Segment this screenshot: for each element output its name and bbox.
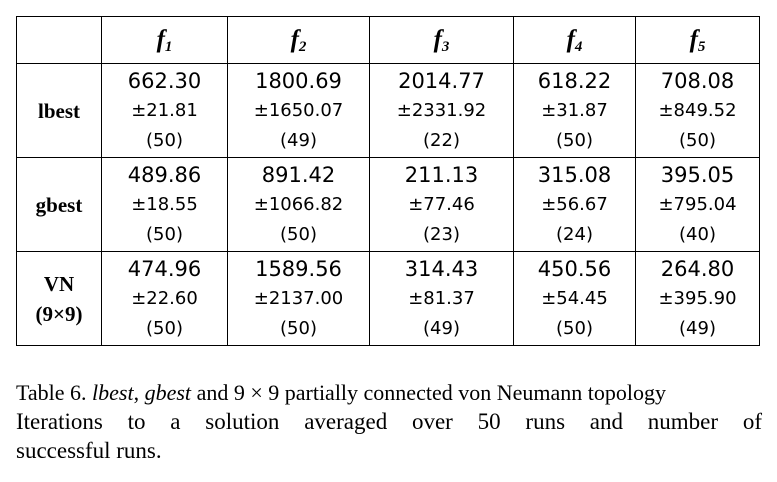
success-count: (40) [679,223,716,245]
success-count: (50) [146,317,183,339]
table-cell: 474.96 ±22.60 (50) [101,251,228,346]
table-row-vn: VN (9×9) 474.96 ±22.60 (50) 1589.56 ±2137.0… [16,251,760,346]
table-cell: 1800.69 ±1650.07 (49) [227,63,370,158]
table-cell: 1589.56 ±2137.00 (50) [227,251,370,346]
success-count: (49) [423,317,460,339]
column-header-f4: f4 [513,16,636,64]
caption-line-3: successful runs. [16,438,162,463]
std-dev-value: ±18.55 [131,193,198,215]
table-row-gbest: gbest 489.86 ±18.55 (50) 891.42 ±1066.82 (50… [16,157,760,252]
std-dev-value: ±54.45 [541,287,608,309]
table-row-lbest: lbest 662.30 ±21.81 (50) 1800.69 ±1650.07 (4… [16,63,760,158]
column-header-base: f [290,26,299,53]
row-label-line1: gbest [35,192,83,217]
mean-value: 450.56 [537,256,612,281]
mean-value: 264.80 [660,256,735,281]
std-dev-value: ±795.04 [658,193,737,215]
column-header-base: f [433,26,442,53]
table-cell: 395.05 ±795.04 (40) [635,157,760,252]
column-header-subscript: 1 [164,39,173,55]
table-corner-cell [16,16,102,64]
mean-value: 891.42 [261,162,336,187]
mean-value: 2014.77 [398,68,485,93]
success-count: (49) [679,317,716,339]
std-dev-value: ±81.37 [408,287,475,309]
row-label-line1: VN [43,271,75,296]
column-header-subscript: 5 [697,39,706,55]
table-cell: 314.43 ±81.37 (49) [369,251,514,346]
std-dev-value: ±31.87 [541,99,608,121]
column-header-base: f [156,26,165,53]
caption-line-1: Table 6. lbest, gbest and 9 × 9 partiall… [16,378,762,407]
table-cell: 315.08 ±56.67 (24) [513,157,636,252]
caption-lbest: lbest [92,380,134,405]
std-dev-value: ±21.81 [131,99,198,121]
results-table: f1 f2 f3 f4 f5 lbest 662.30 ±21.81 (50) 18… [16,16,760,346]
column-header-base: f [566,26,575,53]
success-count: (50) [146,223,183,245]
std-dev-value: ±1066.82 [253,193,344,215]
row-label-vn: VN (9×9) [16,251,102,346]
caption-prefix: Table 6. [16,380,93,405]
std-dev-value: ±56.67 [541,193,608,215]
mean-value: 314.43 [404,256,479,281]
mean-value: 315.08 [537,162,612,187]
mean-value: 1800.69 [255,68,342,93]
success-count: (50) [280,317,317,339]
mean-value: 211.13 [404,162,479,187]
mean-value: 618.22 [537,68,612,93]
table-cell: 2014.77 ±2331.92 (22) [369,63,514,158]
std-dev-value: ±77.46 [408,193,475,215]
table-cell: 489.86 ±18.55 (50) [101,157,228,252]
table-cell: 618.22 ±31.87 (50) [513,63,636,158]
column-header-subscript: 3 [441,39,450,55]
row-label-lbest: lbest [16,63,102,158]
mean-value: 474.96 [127,256,202,281]
table-cell: 662.30 ±21.81 (50) [101,63,228,158]
table-cell: 211.13 ±77.46 (23) [369,157,514,252]
mean-value: 395.05 [660,162,735,187]
table-cell: 264.80 ±395.90 (49) [635,251,760,346]
caption-separator: , [133,380,145,405]
column-header-subscript: 4 [574,39,583,55]
column-header-subscript: 2 [298,39,307,55]
column-header-f5: f5 [635,16,760,64]
success-count: (24) [556,223,593,245]
table-caption: Table 6. lbest, gbest and 9 × 9 partiall… [16,378,762,465]
std-dev-value: ±1650.07 [253,99,344,121]
row-label-line2: (9×9) [35,301,83,326]
success-count: (23) [423,223,460,245]
success-count: (50) [556,129,593,151]
std-dev-value: ±22.60 [131,287,198,309]
mean-value: 662.30 [127,68,202,93]
success-count: (22) [423,129,460,151]
table-header-row: f1 f2 f3 f4 f5 [16,16,760,64]
success-count: (50) [556,317,593,339]
caption-line-2: Iterations to a solution averaged over 5… [16,409,762,434]
mean-value: 708.08 [660,68,735,93]
mean-value: 1589.56 [255,256,342,281]
column-header-base: f [689,26,698,53]
std-dev-value: ±395.90 [658,287,737,309]
std-dev-value: ±2331.92 [396,99,487,121]
row-label-line1: lbest [38,98,80,123]
table-cell: 708.08 ±849.52 (50) [635,63,760,158]
table-cell: 891.42 ±1066.82 (50) [227,157,370,252]
mean-value: 489.86 [127,162,202,187]
success-count: (50) [146,129,183,151]
row-label-gbest: gbest [16,157,102,252]
success-count: (50) [280,223,317,245]
success-count: (50) [679,129,716,151]
std-dev-value: ±2137.00 [253,287,344,309]
column-header-f1: f1 [101,16,228,64]
caption-gbest: gbest [144,380,192,405]
success-count: (49) [280,129,317,151]
table-cell: 450.56 ±54.45 (50) [513,251,636,346]
std-dev-value: ±849.52 [658,99,737,121]
caption-rest: and 9 × 9 partially connected von Neuman… [191,380,666,405]
column-header-f2: f2 [227,16,370,64]
column-header-f3: f3 [369,16,514,64]
